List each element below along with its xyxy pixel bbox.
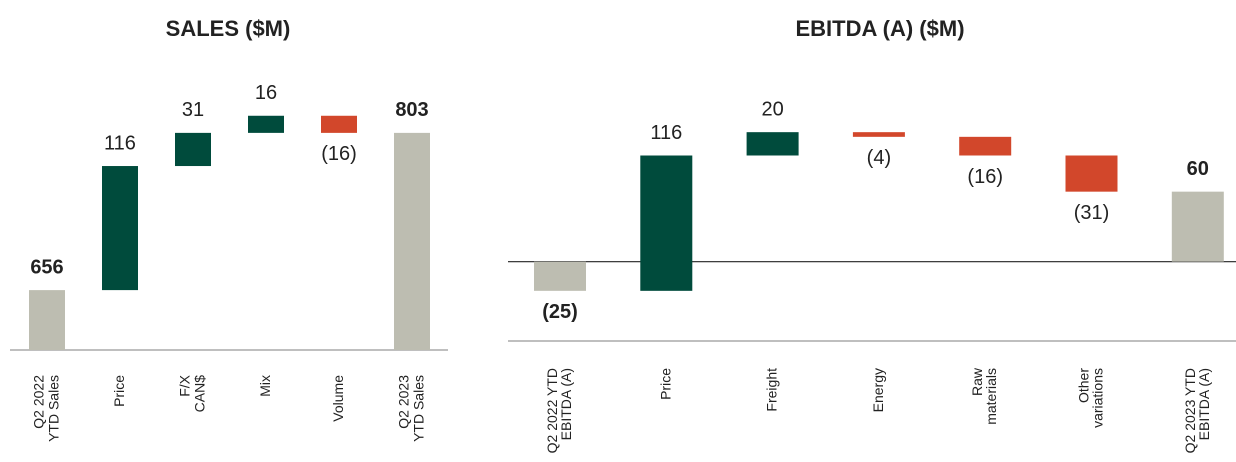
value-label: 16 (255, 82, 277, 104)
x-tick-label-line: Q2 2023 (395, 375, 411, 429)
value-label: 20 (761, 98, 783, 120)
x-tick-label: Q2 2023 YTDEBITDA (A) (1182, 368, 1212, 453)
bar (852, 132, 905, 137)
x-tick-label-line: Raw (969, 367, 985, 396)
x-tick-label-line: Other (1075, 368, 1091, 403)
bar (394, 132, 430, 350)
value-label: 116 (104, 132, 136, 154)
bar (248, 115, 284, 133)
x-tick-label: Q2 2022YTD Sales (30, 375, 61, 442)
x-tick-label-line: Volume (330, 375, 346, 422)
x-tick-label: Price (111, 375, 127, 407)
value-label: 31 (182, 99, 204, 121)
bar (534, 261, 586, 291)
x-tick-label-line: Mix (257, 375, 273, 397)
chart-title: SALES ($M) (166, 16, 291, 41)
x-tick-label: Energy (870, 368, 886, 412)
value-label: (16) (321, 143, 357, 165)
value-label: (16) (967, 166, 1003, 188)
bar (29, 290, 65, 350)
bar (102, 166, 138, 291)
x-tick-label-line: Freight (763, 368, 779, 412)
x-tick-label: Freight (763, 368, 779, 412)
bar (1171, 191, 1224, 262)
x-tick-label-line: YTD Sales (410, 375, 426, 442)
value-label: (25) (542, 301, 578, 323)
x-tick-label-line: Price (111, 375, 127, 407)
x-tick-label-line: materials (983, 368, 999, 425)
x-tick-label-line: EBITDA (A) (1196, 368, 1212, 440)
bar (640, 155, 693, 291)
x-tick-label: F/XCAN$ (176, 374, 207, 412)
value-label: 116 (650, 122, 682, 144)
x-tick-label-line: CAN$ (191, 375, 207, 413)
x-tick-label: Volume (330, 375, 346, 422)
value-label: 60 (1187, 158, 1209, 180)
x-tick-label: Q2 2023YTD Sales (395, 375, 426, 442)
chart-title: EBITDA (A) ($M) (795, 16, 964, 41)
value-label: (4) (867, 147, 891, 169)
value-label: (31) (1074, 202, 1110, 224)
bar (959, 136, 1012, 156)
bar (746, 132, 799, 156)
x-tick-label: Price (657, 368, 673, 400)
x-tick-label: Mix (257, 375, 273, 397)
x-tick-label-line: Q2 2023 YTD (1182, 368, 1198, 453)
x-tick-label-line: EBITDA (A) (558, 368, 574, 440)
bar (321, 115, 357, 133)
value-label: 803 (395, 99, 428, 121)
x-tick-label-line: F/X (176, 374, 192, 396)
x-tick-label-line: Q2 2022 YTD (544, 368, 560, 453)
x-tick-label: Othervariations (1075, 368, 1105, 428)
x-tick-label: Q2 2022 YTDEBITDA (A) (544, 368, 574, 453)
bar (1065, 155, 1118, 192)
x-tick-label-line: Energy (870, 368, 886, 412)
x-tick-label-line: variations (1089, 368, 1105, 428)
value-label: 656 (30, 256, 63, 278)
x-tick-label-line: YTD Sales (45, 375, 61, 442)
x-tick-label: Rawmaterials (969, 367, 999, 425)
x-tick-label-line: Q2 2022 (30, 375, 46, 429)
x-tick-label-line: Price (657, 368, 673, 400)
bar (175, 132, 211, 167)
